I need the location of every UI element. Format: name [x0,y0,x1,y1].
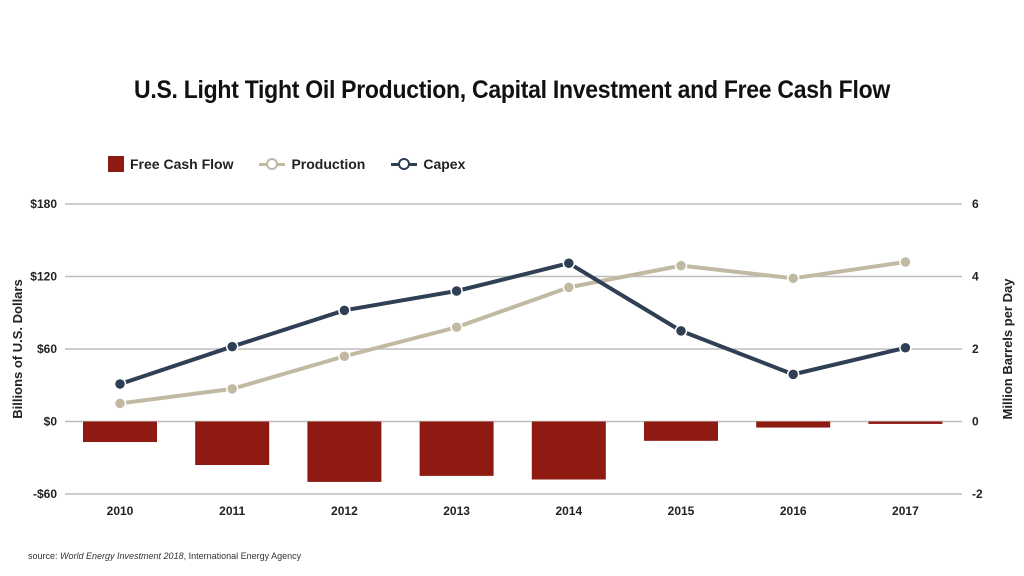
point-production [113,397,127,410]
legend-item-free-cash-flow: Free Cash Flow [108,156,233,172]
y-right-tick-label: -2 [972,487,983,501]
y-tick-label: $0 [44,415,58,429]
point-capex [562,256,576,270]
legend-label: Production [291,156,366,172]
legend-item-capex: Capex [391,156,465,172]
point-capex [899,341,912,355]
y-tick-label: -$60 [33,487,57,501]
point-capex [113,377,127,391]
point-production [674,259,688,272]
point-production [899,255,912,269]
source-prefix: source: [28,551,61,561]
bar-free-cash-flow [868,421,943,424]
legend-swatch-bar [108,156,124,172]
point-production [225,382,239,396]
y-tick-label: $180 [30,197,57,211]
y-tick-label: $120 [30,270,57,284]
bar-free-cash-flow [307,421,382,482]
bar-free-cash-flow [195,421,270,465]
point-capex [450,284,463,298]
legend-label: Capex [423,156,466,172]
legend-swatch-line [391,157,418,171]
x-tick-label: 2012 [331,504,358,518]
bar-free-cash-flow [756,421,831,428]
point-production [450,321,463,334]
line-capex [119,261,906,386]
x-tick-label: 2014 [555,504,582,518]
point-capex [338,304,351,317]
x-tick-label: 2016 [780,504,807,518]
x-tick-label: 2010 [107,504,134,518]
source-note: source: World Energy Investment 2018, In… [28,551,301,561]
chart-title: U.S. Light Tight Oil Production, Capital… [134,76,890,104]
y-tick-label: $60 [37,342,57,356]
legend-label: Free Cash Flow [130,156,234,172]
point-capex [225,340,239,353]
y-axis-label: Billions of U.S. Dollars [10,279,25,418]
point-production [786,272,800,285]
y-right-tick-label: 2 [972,342,979,356]
source-title: World Energy Investment 2018 [60,551,184,561]
point-production [562,281,576,294]
bar-free-cash-flow [83,421,157,443]
line-production [119,260,906,406]
legend: Free Cash Flow Production Capex [108,156,465,172]
source-rest: , International Energy Agency [183,551,302,561]
x-tick-label: 2017 [892,504,919,518]
bar-free-cash-flow [644,421,718,441]
y-right-axis-label: Million Barrels per Day [1000,278,1015,420]
bar-free-cash-flow [419,421,494,476]
y-right-tick-label: 6 [972,197,979,211]
bar-free-cash-flow [531,421,606,480]
legend-item-production: Production [259,156,365,172]
legend-swatch-line [259,157,286,171]
y-right-tick-label: 4 [972,270,979,284]
x-tick-label: 2015 [668,504,695,518]
point-capex [674,324,688,338]
point-production [338,350,351,363]
point-capex [786,368,800,381]
y-right-tick-label: 0 [972,415,979,429]
x-tick-label: 2013 [443,504,470,518]
x-tick-label: 2011 [219,504,245,518]
